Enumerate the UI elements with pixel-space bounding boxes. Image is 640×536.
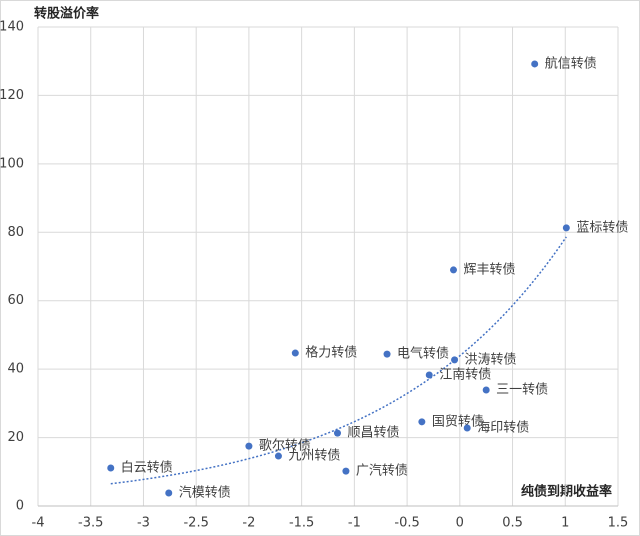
point — [562, 224, 570, 232]
point — [245, 442, 253, 450]
point-label: 蓝标转债 — [576, 220, 628, 235]
x-tick-label: -1.5 — [289, 516, 314, 531]
x-tick-label: -2 — [242, 516, 255, 531]
point-label: 白云转债 — [121, 460, 173, 476]
point-label: 九州转债 — [288, 449, 340, 464]
y-tick-label: 140 — [0, 20, 24, 35]
point-label: 辉丰转债 — [463, 262, 515, 277]
y-tick-label: 0 — [16, 499, 24, 514]
point — [451, 356, 459, 364]
y-tick-label: 40 — [7, 362, 24, 377]
point-label: 汽模转债 — [179, 485, 231, 500]
point — [107, 464, 115, 472]
x-tick-label: 0 — [456, 516, 464, 531]
point-label: 电气转债 — [397, 346, 449, 362]
x-tick-label: -4 — [32, 516, 45, 531]
point — [425, 371, 433, 379]
point — [165, 489, 173, 497]
point-label: 洪涛转债 — [465, 351, 517, 367]
point-label: 江南转债 — [439, 366, 491, 382]
trendline — [110, 236, 567, 485]
y-axis-label: 转股溢价率 — [34, 6, 99, 22]
point — [274, 452, 282, 460]
point — [342, 467, 350, 475]
x-axis-label: 纯债到期收益率 — [521, 484, 612, 500]
point-label: 歌尔转债 — [259, 439, 311, 454]
point-label: 海印转债 — [477, 420, 529, 435]
point-label: 格力转债 — [305, 345, 357, 361]
point-label: 广汽转债 — [356, 464, 408, 479]
point-label: 国贸转债 — [432, 414, 484, 429]
point — [291, 349, 299, 357]
y-tick-label: 100 — [0, 156, 24, 171]
y-tick-label: 80 — [7, 225, 24, 240]
point — [383, 350, 391, 358]
x-tick-label: -3.5 — [78, 516, 103, 531]
y-tick-label: 120 — [0, 88, 24, 103]
x-tick-label: -1 — [348, 516, 361, 531]
x-tick-label: -3 — [137, 516, 150, 531]
point — [531, 60, 539, 68]
x-tick-label: 1.5 — [608, 516, 629, 531]
point — [333, 429, 341, 437]
point — [449, 266, 457, 274]
y-tick-label: 20 — [7, 430, 24, 445]
x-tick-label: 0.5 — [502, 516, 523, 531]
x-tick-label: -2.5 — [183, 516, 208, 531]
point — [482, 386, 490, 394]
x-tick-label: -0.5 — [394, 516, 419, 531]
x-tick-label: 1 — [561, 516, 569, 531]
point-label: 三一转债 — [496, 383, 548, 398]
point — [463, 424, 471, 432]
point-label: 航信转债 — [545, 55, 597, 71]
point — [418, 418, 426, 426]
y-tick-label: 60 — [7, 293, 24, 308]
point-label: 顺昌转债 — [347, 426, 399, 441]
